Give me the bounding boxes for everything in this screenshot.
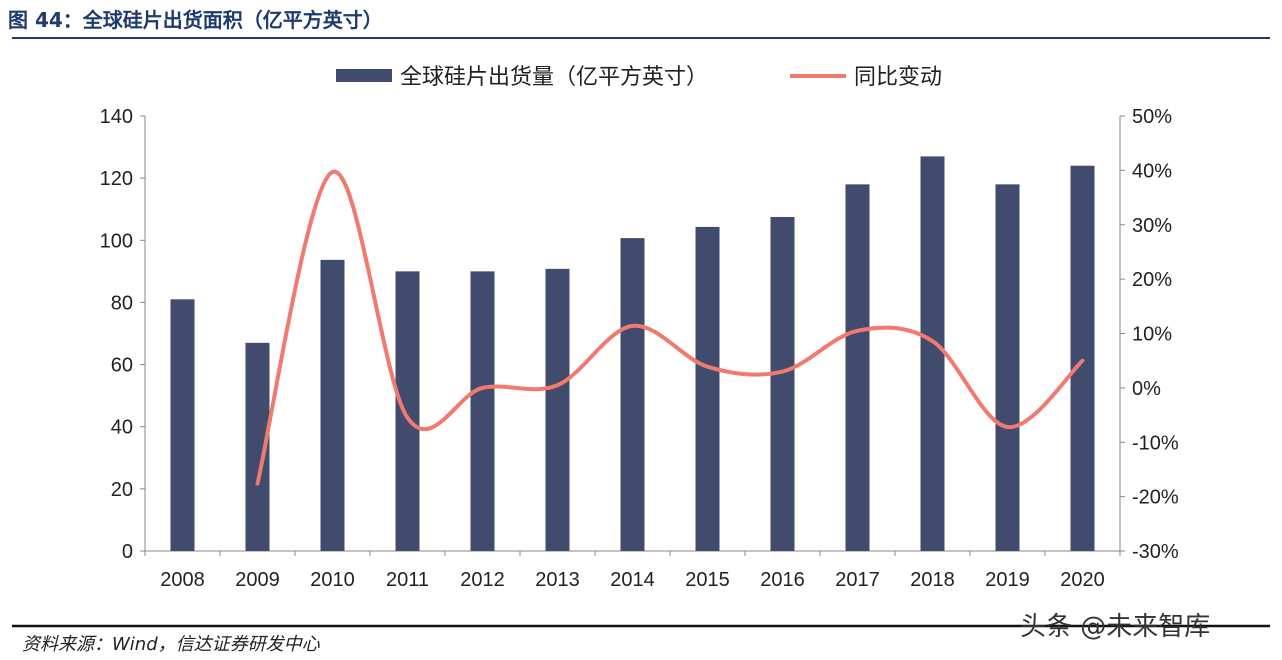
bar-2019	[995, 184, 1020, 551]
x-tick-label: 2015	[685, 569, 730, 591]
bar-2017	[845, 184, 870, 551]
left-tick-label: 100	[100, 230, 133, 252]
left-tick-label: 20	[111, 479, 133, 501]
legend-line-label: 同比变动	[854, 64, 942, 89]
x-tick-label: 2012	[460, 569, 505, 591]
x-tick-label: 2018	[910, 569, 955, 591]
legend: 全球硅片出货量（亿平方英寸） 同比变动	[336, 64, 942, 89]
x-tick-label: 2013	[535, 569, 580, 591]
left-tick-label: 40	[111, 417, 133, 439]
bar-2016	[770, 216, 795, 551]
right-tick-label: -30%	[1132, 541, 1179, 563]
bar-2011	[395, 271, 420, 551]
right-tick-label: 20%	[1132, 269, 1172, 291]
bar-2013	[545, 268, 570, 551]
legend-bar-label: 全球硅片出货量（亿平方英寸）	[400, 64, 708, 89]
yoy-change-line	[255, 169, 1085, 486]
left-tick-label: 140	[100, 106, 133, 128]
right-tick-label: 10%	[1132, 324, 1172, 346]
x-tick-label: 2008	[160, 569, 205, 591]
legend-bar-swatch	[336, 69, 392, 82]
bar-2008	[170, 299, 195, 551]
x-tick-label: 2014	[610, 569, 655, 591]
x-tick-label: 2017	[835, 569, 880, 591]
bar-2018	[920, 156, 945, 551]
bar-2012	[470, 271, 495, 551]
right-tick-label: 30%	[1132, 215, 1172, 237]
x-tick-label: 2010	[310, 569, 355, 591]
bar-2020	[1070, 165, 1095, 551]
left-tick-label: 0	[122, 541, 133, 563]
x-tick-label: 2011	[386, 569, 429, 591]
watermark: 头条 @未来智库	[1020, 612, 1211, 642]
right-tick-label: 40%	[1132, 160, 1172, 182]
x-tick-label: 2016	[760, 569, 805, 591]
bar-2014	[620, 238, 645, 551]
right-tick-label: 50%	[1132, 106, 1172, 128]
left-tick-label: 120	[100, 168, 133, 190]
source-note: 资料来源：Wind，信达证券研发中心	[22, 634, 320, 655]
right-tick-label: -10%	[1132, 432, 1179, 454]
x-tick-label: 2009	[235, 569, 280, 591]
x-tick-label: 2020	[1060, 569, 1105, 591]
right-tick-label: -20%	[1132, 487, 1179, 509]
figure-title: 图 44：全球硅片出货面积（亿平方英寸）	[8, 8, 383, 32]
left-tick-label: 80	[111, 292, 133, 314]
bar-2010	[320, 259, 345, 551]
left-tick-label: 60	[111, 355, 133, 377]
x-tick-label: 2019	[985, 569, 1030, 591]
bar-2015	[695, 226, 720, 552]
right-tick-label: 0%	[1132, 378, 1161, 400]
